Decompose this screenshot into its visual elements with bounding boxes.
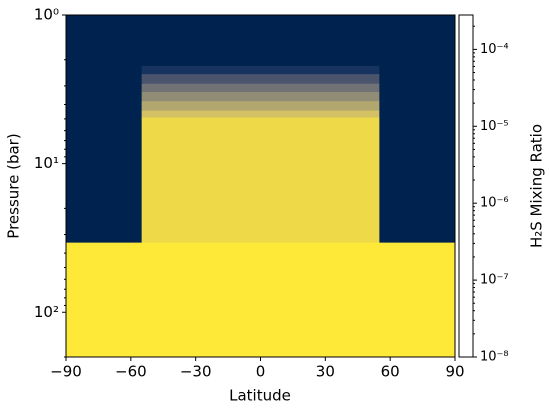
colorbar-tick-label: 10⁻⁴ — [480, 42, 509, 57]
colorbar-tick-label: 10⁻⁷ — [480, 273, 509, 288]
colorbar-frame — [458, 14, 474, 358]
heatmap-cell — [141, 15, 380, 67]
x-tick-label: 60 — [381, 363, 400, 381]
heatmap-cell — [379, 117, 456, 244]
heatmap-cell — [379, 92, 456, 102]
colorbar-tick-label: 10⁻⁶ — [480, 196, 509, 211]
colorbar — [458, 14, 474, 358]
y-tick-label: 10² — [34, 303, 59, 321]
x-tick-label: −90 — [50, 363, 82, 381]
heatmap-cell — [66, 101, 143, 112]
heatmap-cell — [66, 110, 143, 119]
heatmap-cell — [379, 242, 456, 358]
heatmap-cell — [66, 242, 143, 358]
heatmap-cell — [141, 110, 380, 119]
y-tick-label: 10⁰ — [34, 6, 59, 24]
colorbar-label: H₂S Mixing Ratio — [528, 124, 546, 248]
heatmap-cell — [66, 74, 143, 85]
x-tick-label: −30 — [180, 363, 212, 381]
y-tick-label: 10¹ — [34, 154, 59, 172]
heatmap-cell — [141, 117, 380, 244]
heatmap-cell — [141, 101, 380, 112]
heatmap-cell — [141, 74, 380, 85]
heatmap-cell — [379, 15, 456, 67]
heatmap-cell — [141, 83, 380, 93]
heatmap-cell — [379, 74, 456, 85]
x-axis-label: Latitude — [229, 387, 291, 405]
x-tick-label: 0 — [256, 363, 266, 381]
heatmap-cell — [66, 65, 143, 75]
heatmap-cell — [141, 92, 380, 102]
heatmap-cell — [66, 83, 143, 93]
heatmap-cell — [379, 110, 456, 119]
y-axis-label: Pressure (bar) — [5, 133, 23, 238]
heatmap-cell — [379, 83, 456, 93]
colorbar-tick-label: 10⁻⁸ — [480, 350, 509, 365]
heatmap-cell — [66, 15, 143, 67]
heatmap-cell — [66, 92, 143, 102]
heatmap-cell — [141, 65, 380, 75]
x-tick-label: 30 — [316, 363, 335, 381]
colorbar-tick-label: 10⁻⁵ — [480, 119, 509, 134]
heatmap-cell — [379, 101, 456, 112]
heatmap-cell — [379, 65, 456, 75]
heatmap-cell — [66, 117, 143, 244]
heatmap-cell — [141, 242, 380, 358]
x-tick-label: −60 — [115, 363, 147, 381]
x-tick-label: 90 — [445, 363, 464, 381]
